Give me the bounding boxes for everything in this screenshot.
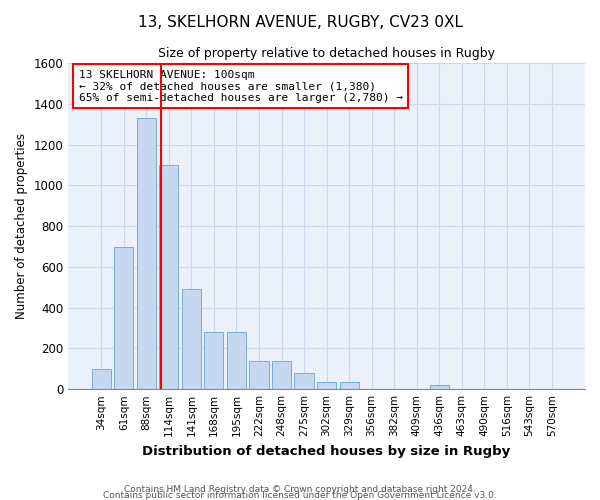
Text: Contains public sector information licensed under the Open Government Licence v3: Contains public sector information licen… bbox=[103, 490, 497, 500]
Y-axis label: Number of detached properties: Number of detached properties bbox=[15, 133, 28, 319]
Bar bbox=[137, 118, 156, 389]
Bar bbox=[317, 382, 336, 389]
Bar bbox=[430, 385, 449, 389]
Bar bbox=[205, 332, 223, 389]
X-axis label: Distribution of detached houses by size in Rugby: Distribution of detached houses by size … bbox=[142, 444, 511, 458]
Bar bbox=[272, 360, 291, 389]
Bar bbox=[182, 290, 201, 389]
Bar bbox=[92, 369, 111, 389]
Bar bbox=[114, 246, 133, 389]
Bar bbox=[250, 360, 269, 389]
Title: Size of property relative to detached houses in Rugby: Size of property relative to detached ho… bbox=[158, 48, 495, 60]
Text: Contains HM Land Registry data © Crown copyright and database right 2024.: Contains HM Land Registry data © Crown c… bbox=[124, 484, 476, 494]
Bar bbox=[159, 165, 178, 389]
Bar bbox=[295, 373, 314, 389]
Bar bbox=[340, 382, 359, 389]
Text: 13 SKELHORN AVENUE: 100sqm
← 32% of detached houses are smaller (1,380)
65% of s: 13 SKELHORN AVENUE: 100sqm ← 32% of deta… bbox=[79, 70, 403, 103]
Text: 13, SKELHORN AVENUE, RUGBY, CV23 0XL: 13, SKELHORN AVENUE, RUGBY, CV23 0XL bbox=[137, 15, 463, 30]
Bar bbox=[227, 332, 246, 389]
